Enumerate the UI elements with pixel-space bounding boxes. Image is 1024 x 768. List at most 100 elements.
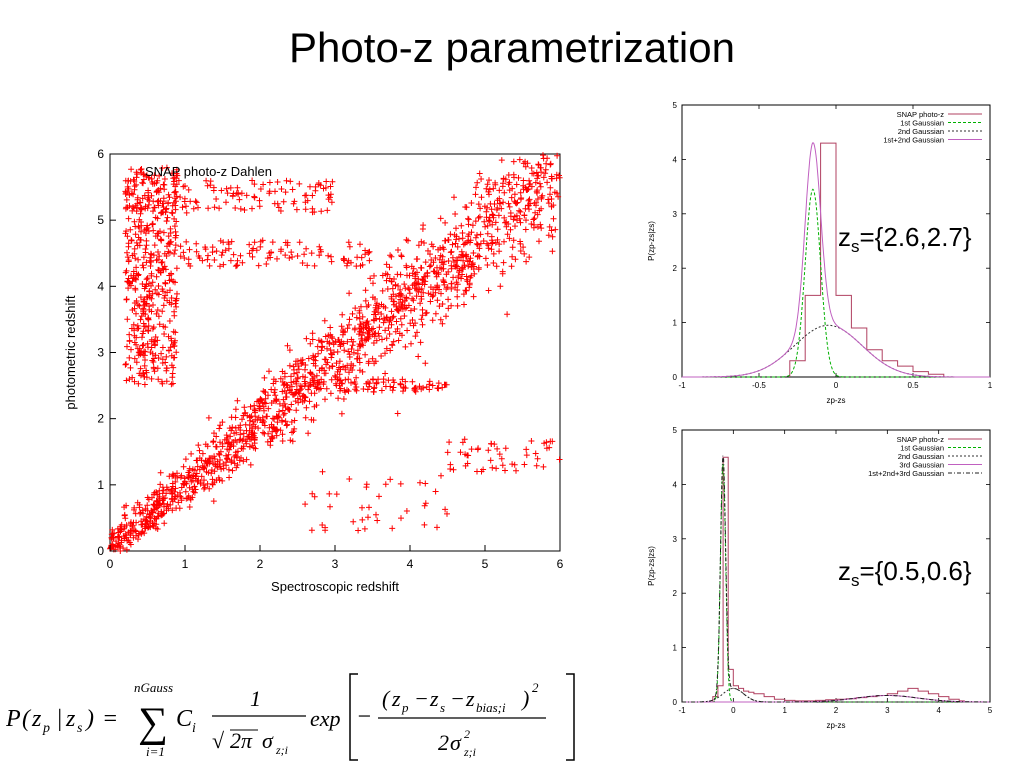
hist-bottom-ytick-label-1: 1: [673, 644, 678, 653]
formula-den-sigma: σ: [450, 730, 462, 755]
formula-num-minus2: −: [450, 686, 465, 711]
hist-top-xtick-label-1: -0.5: [752, 381, 766, 390]
hist-top-ylabel: P(zp-zs|zs): [647, 221, 656, 261]
formula-den-two: 2: [438, 730, 449, 755]
hist-top-xtick-label-4: 1: [988, 381, 993, 390]
scatter-xtick-label-3: 3: [332, 557, 339, 571]
hist-top-xtick-label-2: 0: [834, 381, 839, 390]
formula-num-zs-sub: s: [440, 700, 445, 715]
formula-den-sigma-sub: z;i: [463, 745, 476, 759]
formula-num-open: (: [382, 686, 391, 711]
formula-sigma-sub: z;i: [275, 743, 288, 757]
hist-bottom-legend-label-3: 3rd Gaussian: [899, 461, 944, 470]
formula-equals: =: [102, 706, 118, 732]
scatter-ytick-label-3: 3: [97, 346, 104, 360]
hist-bottom-xtick-label-0: -1: [678, 706, 686, 715]
formula-lhs-zs: z: [65, 706, 76, 732]
scatter-xtick-label-0: 0: [107, 557, 114, 571]
hist-bottom-xtick-label-3: 2: [834, 706, 839, 715]
formula-lhs-zs-sub: s: [77, 721, 83, 736]
hist-top-ytick-label-0: 0: [673, 373, 678, 382]
formula-sum-upper: nGauss: [134, 680, 173, 695]
formula-lhs-p: P: [6, 706, 21, 732]
hist-top-series-0: [789, 142, 945, 377]
scatter-ytick-label-0: 0: [97, 544, 104, 558]
hist-top-series-3: [682, 142, 990, 378]
formula-exp: exp: [310, 706, 341, 731]
hist-top-ticks: [681, 104, 991, 378]
scatter-axis-ticks: [109, 153, 561, 552]
hist-top-ytick-label-2: 2: [673, 264, 678, 273]
scatter-ytick-label-2: 2: [97, 412, 104, 426]
hist-bottom-ytick-label-0: 0: [673, 698, 678, 707]
hist-top-xtick-label-3: 0.5: [907, 381, 919, 390]
hist-bottom-xtick-label-2: 1: [782, 706, 787, 715]
hist-bottom-xtick-label-6: 5: [988, 706, 993, 715]
hist-top-legend-label-2: 2nd Gaussian: [898, 127, 944, 136]
probability-formula: P ( z p | z s ) = nGauss ∑ i=1 C i 1 √ 2…: [6, 673, 575, 761]
formula-lhs-zp-sub: p: [42, 721, 50, 736]
formula-num-minus1: −: [414, 686, 429, 711]
scatter-xlabel: Spectroscopic redshift: [271, 579, 399, 594]
hist-top-ytick-label-4: 4: [673, 155, 678, 164]
hist-bottom-frame: [681, 429, 991, 703]
scatter-plot: 0 1 2 3 4 5 6 0 1 2 3 4 5 6 Spectroscopic redshift phot…: [63, 147, 564, 594]
hist-top-ytick-label-1: 1: [673, 319, 678, 328]
scatter-ytick-label-5: 5: [97, 213, 104, 227]
hist-bottom-xtick-label-4: 3: [885, 706, 890, 715]
hist-bottom-legend-label-4: 1st+2nd+3rd Gaussian: [868, 469, 944, 478]
formula-num-close: ): [520, 686, 529, 711]
formula-two-pi: 2π: [230, 728, 253, 753]
slide-title: Photo-z parametrization: [289, 24, 735, 71]
scatter-points: [107, 152, 563, 554]
scatter-xtick-label-5: 5: [482, 557, 489, 571]
hist-bottom-xtick-label-1: 0: [731, 706, 736, 715]
hist-bottom-ytick-label-3: 3: [673, 535, 678, 544]
scatter-xtick-label-4: 4: [407, 557, 414, 571]
hist-top-xlabel: zp-zs: [826, 396, 845, 405]
formula-num-zp: z: [391, 686, 401, 711]
hist-bottom-xlabel: zp-zs: [826, 721, 845, 730]
scatter-markers: [107, 152, 563, 554]
formula-lhs-bar: |: [56, 706, 63, 732]
hist-bottom-series-2: [682, 687, 990, 703]
scatter-xtick-label-1: 1: [182, 557, 189, 571]
hist-bottom-ytick-label-4: 4: [673, 480, 678, 489]
scatter-ytick-label-6: 6: [97, 147, 104, 161]
formula-lhs-open: (: [22, 706, 32, 732]
scatter-ylabel: photometric redshift: [63, 295, 78, 410]
formula-coef-sub: i: [192, 721, 196, 736]
redshift-range-label-top: zs={2.6,2.7}: [838, 222, 972, 257]
hist-bottom-legend-label-2: 2nd Gaussian: [898, 452, 944, 461]
hist-top-legend-label-3: 1st+2nd Gaussian: [883, 136, 944, 145]
formula-minus: −: [356, 704, 372, 730]
hist-top-legend-label-1: 1st Gaussian: [900, 119, 944, 128]
hist-top-ytick-label-3: 3: [673, 210, 678, 219]
hist-bottom-ticks: [681, 429, 991, 703]
formula-lhs-close: ): [84, 706, 94, 732]
formula-num-zp-sub: p: [401, 700, 409, 715]
scatter-title: SNAP photo-z Dahlen: [145, 164, 272, 179]
formula-num-exp: 2: [532, 680, 539, 695]
formula-frac-num: 1: [250, 686, 261, 711]
formula-num-zbias-sub: bias;i: [476, 700, 506, 715]
redshift-range-label-bottom: zs={0.5,0.6}: [838, 556, 972, 591]
formula-coef: C: [176, 706, 193, 732]
formula-den-sigma-sup: 2: [464, 727, 470, 741]
hist-bottom-series-0: [712, 456, 965, 702]
formula-num-zs: z: [429, 686, 439, 711]
formula-num-zbias: z: [465, 686, 475, 711]
scatter-xtick-label-2: 2: [257, 557, 264, 571]
hist-bottom-ytick-label-2: 2: [673, 589, 678, 598]
hist-top-xtick-label-0: -1: [678, 381, 686, 390]
formula-sum-lower: i=1: [146, 744, 165, 759]
hist-bottom-xtick-label-5: 4: [936, 706, 941, 715]
scatter-xtick-label-6: 6: [557, 557, 564, 571]
formula-lhs-zp: z: [31, 706, 42, 732]
hist-bottom-legend-label-1: 1st Gaussian: [900, 444, 944, 453]
hist-top-series-2: [682, 324, 990, 378]
scatter-ytick-label-1: 1: [97, 478, 104, 492]
